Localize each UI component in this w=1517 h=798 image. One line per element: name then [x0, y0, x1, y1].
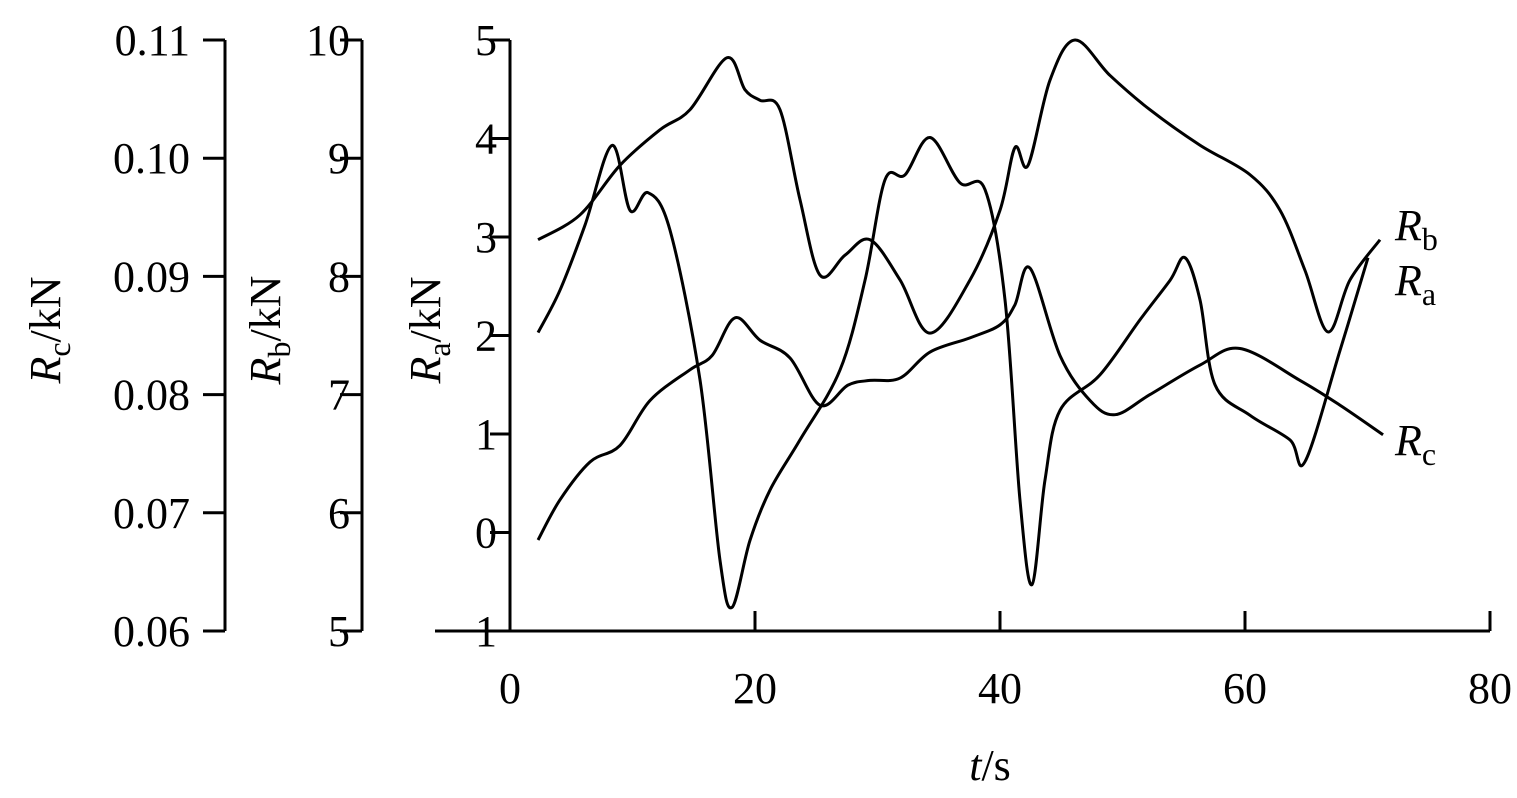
y-tick-label: 4: [475, 115, 497, 164]
y-tick-label: 5: [475, 16, 497, 65]
series-label-subscript: b: [1422, 221, 1438, 257]
y2-tick-label: 5: [328, 607, 350, 656]
axis-label-unit: /kN: [401, 276, 450, 342]
axis-label-symbol: R: [401, 357, 450, 385]
axis-label-unit: /kN: [241, 276, 290, 342]
x-tick-label: 0: [499, 664, 521, 713]
y-tick-label: 0: [475, 509, 497, 558]
series-label: Rc: [1394, 416, 1436, 472]
y2-tick-label: 8: [328, 252, 350, 301]
axis-label-subscript: b: [261, 342, 297, 358]
y3-tick-label: 0.07: [113, 489, 190, 538]
y2-tick-label: 6: [328, 489, 350, 538]
axis-label-subscript: a: [421, 342, 457, 356]
y3-tick-label: 0.09: [113, 252, 190, 301]
x-tick-label: 60: [1223, 664, 1267, 713]
series-label-symbol: R: [1394, 416, 1422, 465]
x-tick-label: 40: [978, 664, 1022, 713]
x-tick-label: 80: [1468, 664, 1512, 713]
axis-label-unit: /kN: [21, 276, 70, 342]
y3-axis-label: Rc/kN: [21, 276, 77, 384]
axis-label-subscript: c: [41, 342, 77, 356]
series-line: [536, 265, 1384, 541]
y-tick-label: 2: [475, 312, 497, 361]
series-label-subscript: c: [1422, 436, 1436, 472]
y3-tick-label: 0.10: [113, 134, 190, 183]
series-label-symbol: R: [1394, 256, 1422, 305]
y-axis-label: Ra/kN: [401, 276, 457, 384]
y2-tick-label: 7: [328, 371, 350, 420]
axis-label-symbol: R: [21, 357, 70, 385]
x-tick-label: 20: [733, 664, 777, 713]
series-line: [536, 136, 1370, 610]
y3-tick-label: 0.06: [113, 607, 190, 656]
y-tick-label: 3: [475, 213, 497, 262]
series-line: [537, 38, 1382, 335]
y2-tick-label: 9: [328, 134, 350, 183]
y2-tick-label: 10: [306, 16, 350, 65]
y3-tick-label: 0.08: [113, 371, 190, 420]
y2-axis-label: Rb/kN: [241, 276, 297, 386]
axis-label-symbol: R: [241, 357, 290, 385]
series-label: Ra: [1394, 256, 1436, 312]
x-label-symbol: t: [969, 741, 983, 790]
x-axis-label: t/s: [969, 741, 1011, 790]
series-label-subscript: a: [1422, 276, 1436, 312]
y3-tick-label: 0.11: [115, 16, 190, 65]
series-label: Rb: [1394, 201, 1438, 257]
x-label-unit: /s: [981, 741, 1010, 790]
y-tick-label: −1: [450, 607, 497, 656]
series-label-symbol: R: [1394, 201, 1422, 250]
y-tick-label: 1: [475, 410, 497, 459]
